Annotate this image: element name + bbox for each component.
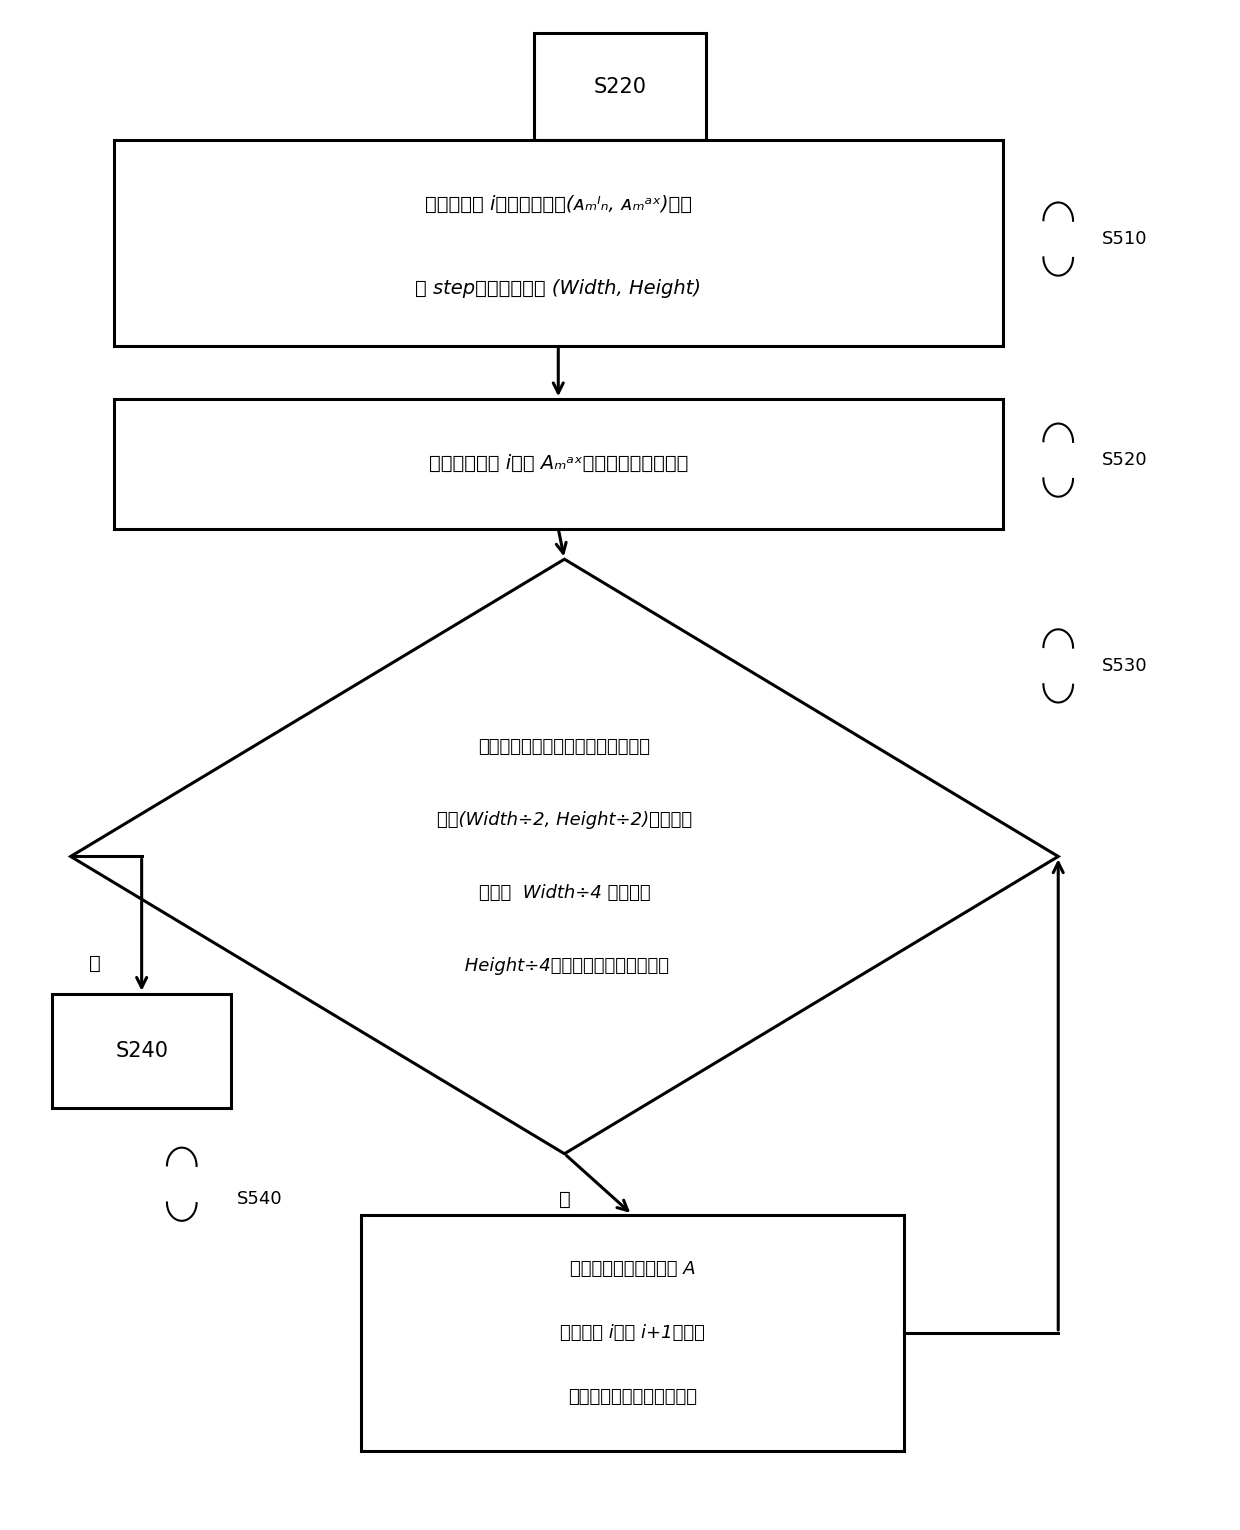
Text: S510: S510 [1101,230,1147,248]
Text: S520: S520 [1101,451,1147,470]
Text: S240: S240 [115,1040,169,1060]
Text: 及方向（ i或者 i+1），机: 及方向（ i或者 i+1），机 [560,1323,704,1342]
Bar [361,1215,904,1450]
Bar [52,993,231,1108]
Text: S220: S220 [594,76,646,96]
Bar [114,399,1003,529]
Text: 是: 是 [89,953,102,973]
Text: 用二分法计算新的步数 A: 用二分法计算新的步数 A [569,1259,696,1278]
Polygon shape [71,558,1058,1154]
Text: 否: 否 [558,1190,570,1209]
Text: 长 step，图像的尺寸 (Width, Height): 长 step，图像的尺寸 (Width, Height) [415,278,702,298]
Bar [114,139,1003,346]
Text: Height÷4的矩形外，且在视野内部: Height÷4的矩形外，且在视野内部 [460,958,670,975]
Text: 宽度为  Width÷4 ，高度为: 宽度为 Width÷4 ，高度为 [479,884,650,903]
Text: 标定板图像落在以下范围：以图像中: 标定板图像落在以下范围：以图像中 [479,737,651,756]
Text: 机械臂运动往 i方向 Aₘᵃˣ步，采集标定板图像: 机械臂运动往 i方向 Aₘᵃˣ步，采集标定板图像 [429,454,688,473]
Bar [533,34,707,139]
Text: 获取某方向 i路径搜索范围(ᴀₘᴵₙ, ᴀₘᵃˣ)及步: 获取某方向 i路径搜索范围(ᴀₘᴵₙ, ᴀₘᵃˣ)及步 [425,196,692,214]
Text: S530: S530 [1101,656,1147,675]
Text: S540: S540 [237,1190,283,1209]
Text: 械臂运动并采集标定板图像: 械臂运动并采集标定板图像 [568,1388,697,1406]
Text: 心点(Width÷2, Height÷2)为中心，: 心点(Width÷2, Height÷2)为中心， [436,811,692,829]
